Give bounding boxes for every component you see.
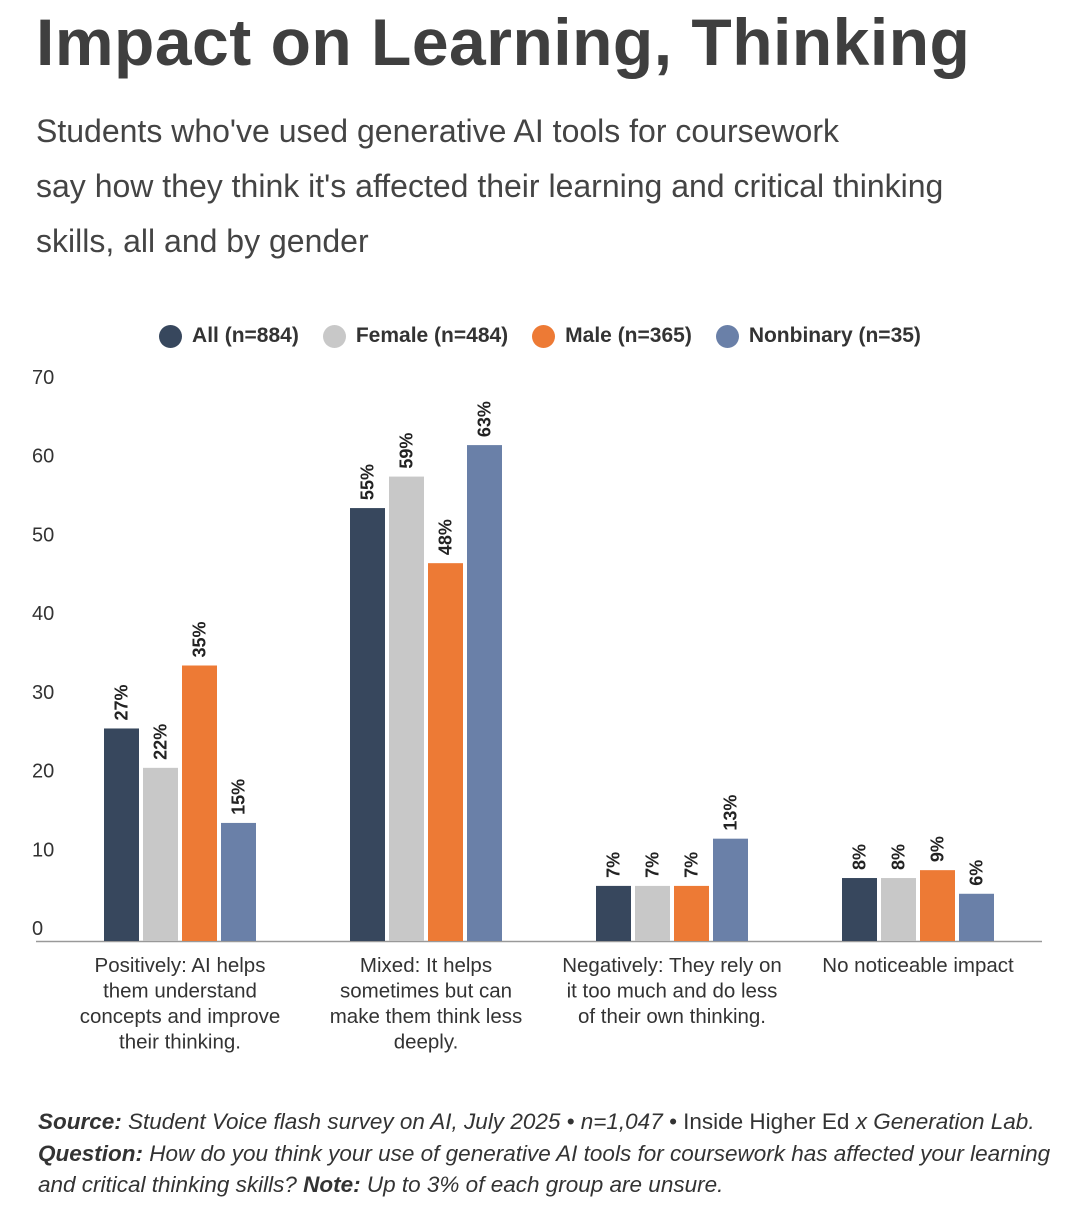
x-category-label: sometimes but can (340, 980, 512, 1003)
bar (674, 885, 709, 941)
data-label: 9% (928, 836, 948, 862)
legend-label-all: All (n=884) (192, 324, 299, 347)
chart-subtitle: Students who've used generative AI tools… (36, 104, 1056, 269)
data-label: 8% (889, 844, 909, 870)
bar (881, 878, 916, 941)
data-label: 6% (967, 860, 987, 886)
bar (104, 728, 139, 941)
legend-item-female: Female (n=484) (322, 324, 509, 348)
chart-legend: All (n=884) Female (n=484) Male (n=365) … (0, 318, 1080, 354)
data-label: 35% (190, 621, 210, 657)
bar (182, 665, 217, 941)
x-category-label: Positively: AI helps (95, 954, 266, 977)
x-category-label: them understand (103, 980, 257, 1003)
question-label: Question: (38, 1140, 143, 1166)
source-partner: Generation Lab. (866, 1109, 1035, 1134)
bar (596, 885, 631, 941)
x-category-label: it too much and do less (567, 980, 778, 1003)
data-label: 15% (229, 779, 249, 815)
subtitle-line: Students who've used generative AI tools… (36, 113, 839, 149)
data-label: 7% (682, 852, 702, 878)
y-tick-label: 50 (32, 524, 54, 546)
legend-label-male: Male (n=365) (565, 324, 692, 347)
note-text: Up to 3% of each group are unsure. (360, 1172, 724, 1197)
x-category-label: Negatively: They rely on (562, 954, 782, 977)
source-label: Source: (38, 1109, 122, 1134)
y-tick-label: 20 (32, 761, 54, 783)
legend-item-nonbinary: Nonbinary (n=35) (715, 324, 921, 348)
legend-item-male: Male (n=365) (532, 324, 692, 348)
data-label: 7% (604, 852, 624, 878)
legend-label-female: Female (n=484) (355, 324, 509, 347)
bar (842, 878, 877, 941)
source-text: Student Voice flash survey on AI, July 2… (121, 1109, 677, 1134)
data-label: 63% (475, 401, 495, 437)
bar (143, 767, 178, 941)
data-label: 7% (643, 852, 663, 878)
y-tick-label: 0 (32, 918, 43, 940)
bar (959, 893, 994, 941)
y-tick-label: 70 (32, 367, 54, 389)
legend-swatch-nonbinary (715, 324, 739, 348)
data-label: 59% (397, 433, 417, 469)
x-category-label: of their own thinking. (578, 1005, 766, 1028)
data-label: 48% (436, 519, 456, 555)
data-label: 22% (151, 724, 171, 760)
bar (713, 838, 748, 941)
data-label: 8% (850, 844, 870, 870)
data-label: 27% (112, 684, 132, 720)
data-label: 55% (358, 464, 378, 500)
y-tick-label: 60 (32, 446, 54, 468)
bar (920, 870, 955, 941)
source-x: x (855, 1109, 867, 1134)
subtitle-line: say how they think it's affected their l… (36, 168, 944, 204)
note-label: Note: (296, 1172, 361, 1197)
y-tick-label: 10 (32, 839, 54, 861)
legend-swatch-female (322, 324, 346, 348)
chart-title: Impact on Learning, Thinking (36, 5, 971, 79)
bar-chart: 0 10 20 30 40 50 60 70 27% 22% 35% 15% Positively: A… (32, 367, 1042, 1054)
subtitle-line: skills, all and by gender (36, 223, 369, 259)
bar (467, 445, 502, 941)
bar (389, 476, 424, 941)
bar (635, 885, 670, 941)
legend-swatch-male (532, 324, 556, 348)
legend-label-nonbinary: Nonbinary (n=35) (748, 324, 921, 347)
x-category-label: No noticeable impact (822, 954, 1014, 977)
chart-footer: Source: Student Voice flash survey on AI… (38, 1106, 1058, 1201)
question-text: How do you think your use of generative … (38, 1140, 1051, 1198)
bar (428, 563, 463, 941)
bar (350, 508, 385, 941)
x-category-label: deeply. (394, 1031, 459, 1054)
x-category-label: their thinking. (119, 1031, 241, 1054)
bar (221, 822, 256, 941)
legend-swatch-all (159, 324, 183, 348)
y-tick-label: 40 (32, 603, 54, 625)
x-category-label: make them think less (330, 1005, 523, 1028)
source-publisher: Inside Higher Ed (676, 1109, 856, 1134)
legend-item-all: All (n=884) (159, 324, 299, 348)
y-tick-label: 30 (32, 682, 54, 704)
x-category-label: concepts and improve (80, 1005, 281, 1028)
data-label: 13% (721, 795, 741, 831)
x-category-label: Mixed: It helps (360, 954, 492, 977)
